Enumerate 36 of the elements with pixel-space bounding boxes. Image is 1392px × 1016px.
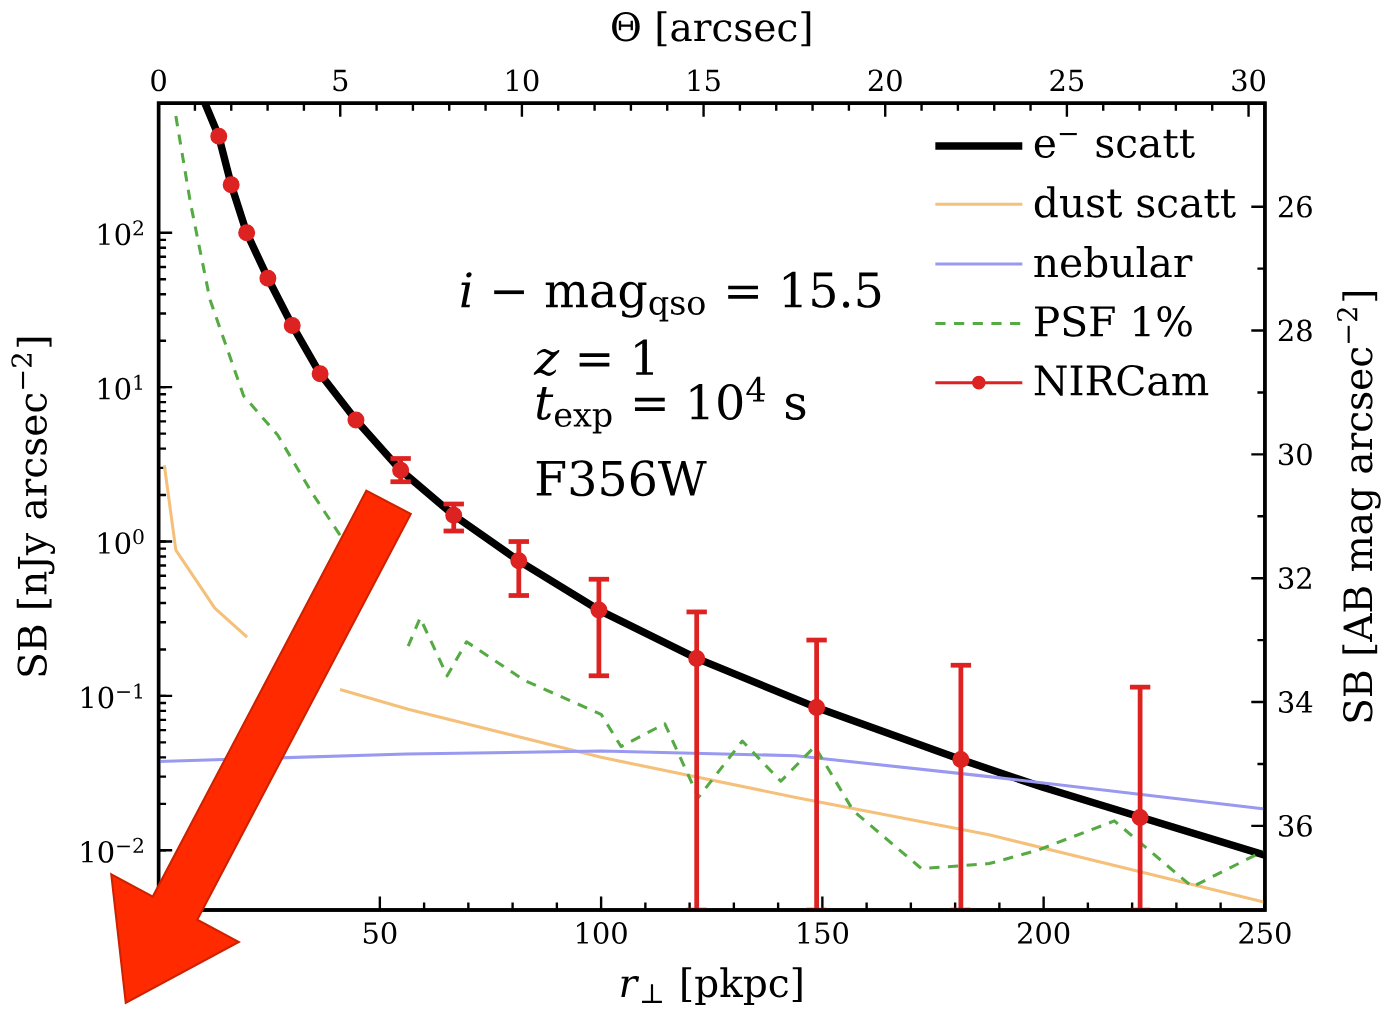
y-tick-label: 10$^{2}$ bbox=[98, 220, 143, 246]
x-tick-label: 250 bbox=[1239, 921, 1291, 944]
x2-tick-label: 10 bbox=[507, 69, 539, 92]
x2-tick-label: 0 bbox=[151, 69, 166, 92]
x2-tick-label: 5 bbox=[333, 69, 348, 92]
annotation: z = 1 bbox=[533, 339, 653, 376]
legend-label: PSF 1% bbox=[1035, 305, 1192, 337]
annotation: i − mag$_{qso}$ = 15.5 bbox=[461, 271, 881, 322]
legend-label: dust scatt bbox=[1034, 186, 1236, 218]
x2-tick-label: 20 bbox=[868, 69, 902, 92]
y2-axis-title: SB [AB mag arcsec$^{−2}$] bbox=[1336, 291, 1381, 722]
y-tick-label: 10$^{−2}$ bbox=[81, 837, 143, 863]
y2-tick-label: 26 bbox=[1278, 195, 1312, 218]
annotation: t$_{exp}$ = 10$^{4}$ s bbox=[536, 376, 806, 434]
y2-tick-label: 32 bbox=[1279, 567, 1311, 589]
x-axis-title: r$_{⊥}$ [pkpc] bbox=[621, 967, 802, 1005]
x-tick-label: 50 bbox=[363, 921, 397, 944]
y-tick-label: 10$^{−1}$ bbox=[81, 683, 142, 709]
x2-axis-title: Θ [arcsec] bbox=[612, 11, 811, 46]
x-tick-label: 150 bbox=[798, 921, 848, 944]
y2-tick-label: 36 bbox=[1279, 814, 1312, 837]
x2-tick-label: 25 bbox=[1050, 69, 1084, 92]
y-axis-title: SB [nJy arcsec$^{−2}$] bbox=[11, 337, 56, 676]
legend-label: e$^{−}$ scatt bbox=[1034, 129, 1195, 158]
y2-tick-label: 34 bbox=[1279, 690, 1313, 713]
x-tick-label: 100 bbox=[577, 921, 627, 944]
y2-tick-label: 28 bbox=[1278, 319, 1312, 342]
x2-tick-label: 15 bbox=[688, 69, 720, 92]
legend-label: nebular bbox=[1034, 245, 1193, 278]
annotation: F356W bbox=[536, 460, 707, 497]
x-tick-label: 200 bbox=[1018, 921, 1070, 944]
y-tick-label: 10$^{0}$ bbox=[98, 528, 144, 554]
y2-tick-label: 30 bbox=[1279, 443, 1312, 466]
legend-label: NIRCam bbox=[1034, 364, 1209, 396]
x2-tick-label: 30 bbox=[1232, 69, 1265, 92]
y-tick-label: 10$^{1}$ bbox=[98, 374, 142, 400]
